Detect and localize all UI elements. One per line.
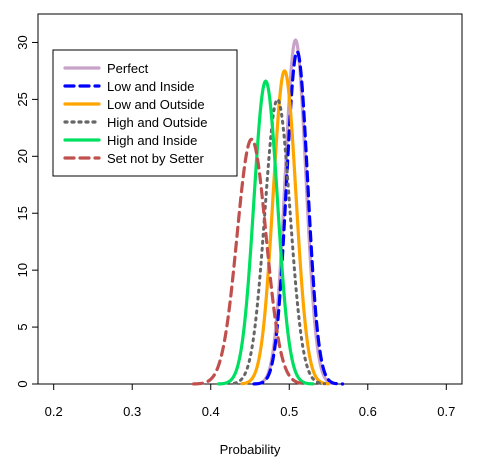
x-axis-title: Probability <box>220 442 281 457</box>
legend-label: Set not by Setter <box>107 151 205 166</box>
legend-label: High and Outside <box>107 115 207 130</box>
x-tick-label: 0.2 <box>45 404 63 419</box>
y-tick-label: 5 <box>15 323 30 330</box>
series-line-low-and-outside <box>240 69 331 386</box>
y-axis: 0 5 10 15 20 25 30 <box>15 35 38 388</box>
series-line-low-and-inside <box>252 49 345 386</box>
series-line-set-not-by-setter <box>191 137 303 386</box>
y-tick-label: 30 <box>15 35 30 49</box>
x-tick-label: 0.5 <box>280 404 298 419</box>
series-line-high-and-inside <box>216 79 315 386</box>
series-line-high-and-outside <box>232 97 327 386</box>
legend-label: Low and Inside <box>107 79 194 94</box>
x-tick-label: 0.4 <box>202 404 220 419</box>
x-tick-label: 0.7 <box>437 404 455 419</box>
y-tick-label: 15 <box>15 206 30 220</box>
y-tick-label: 20 <box>15 149 30 163</box>
y-tick-label: 10 <box>15 263 30 277</box>
legend-box <box>52 49 238 177</box>
y-tick-label: 0 <box>15 380 30 387</box>
legend-label: High and Inside <box>107 133 197 148</box>
x-tick-label: 0.3 <box>123 404 141 419</box>
legend-label: Perfect <box>107 61 149 76</box>
x-axis: 0.2 0.3 0.4 0.5 0.6 0.7 <box>45 384 455 419</box>
density-curves <box>191 38 345 386</box>
x-tick-label: 0.6 <box>359 404 377 419</box>
legend-label: Low and Outside <box>107 97 205 112</box>
legend: Perfect Low and Inside Low and Outside High… <box>52 49 238 177</box>
y-tick-label: 25 <box>15 92 30 106</box>
